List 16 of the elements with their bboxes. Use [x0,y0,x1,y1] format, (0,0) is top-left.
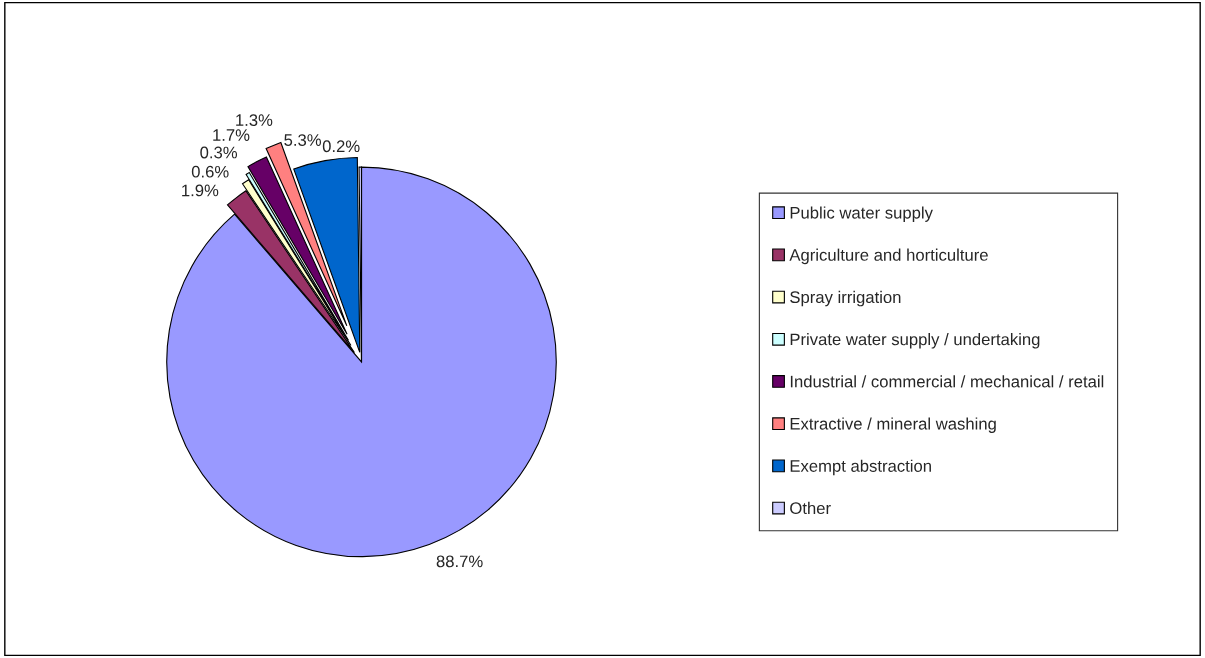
data-label: 0.6% [191,165,229,178]
legend-label: Private water supply / undertaking [790,333,1040,349]
data-label: 0.2% [322,140,360,153]
legend-label: Spray irrigation [790,290,901,307]
data-label: 0.3% [200,146,238,159]
data-label: 5.3% [284,134,322,146]
data-label: 1.3% [236,114,273,126]
data-label: 1.9% [182,184,219,197]
legend-label: Industrial / commercial / mechanical / retail [790,375,1104,388]
data-label: 88.7% [436,555,483,568]
legend-label: Public water supply [790,206,933,222]
legend-label: Extractive / mineral washing [790,417,996,433]
legend-label: Other [790,501,831,515]
data-label: 1.7% [213,129,250,141]
legend-label: Exempt abstraction [790,459,931,476]
legend-label: Agriculture and horticulture [789,248,988,265]
